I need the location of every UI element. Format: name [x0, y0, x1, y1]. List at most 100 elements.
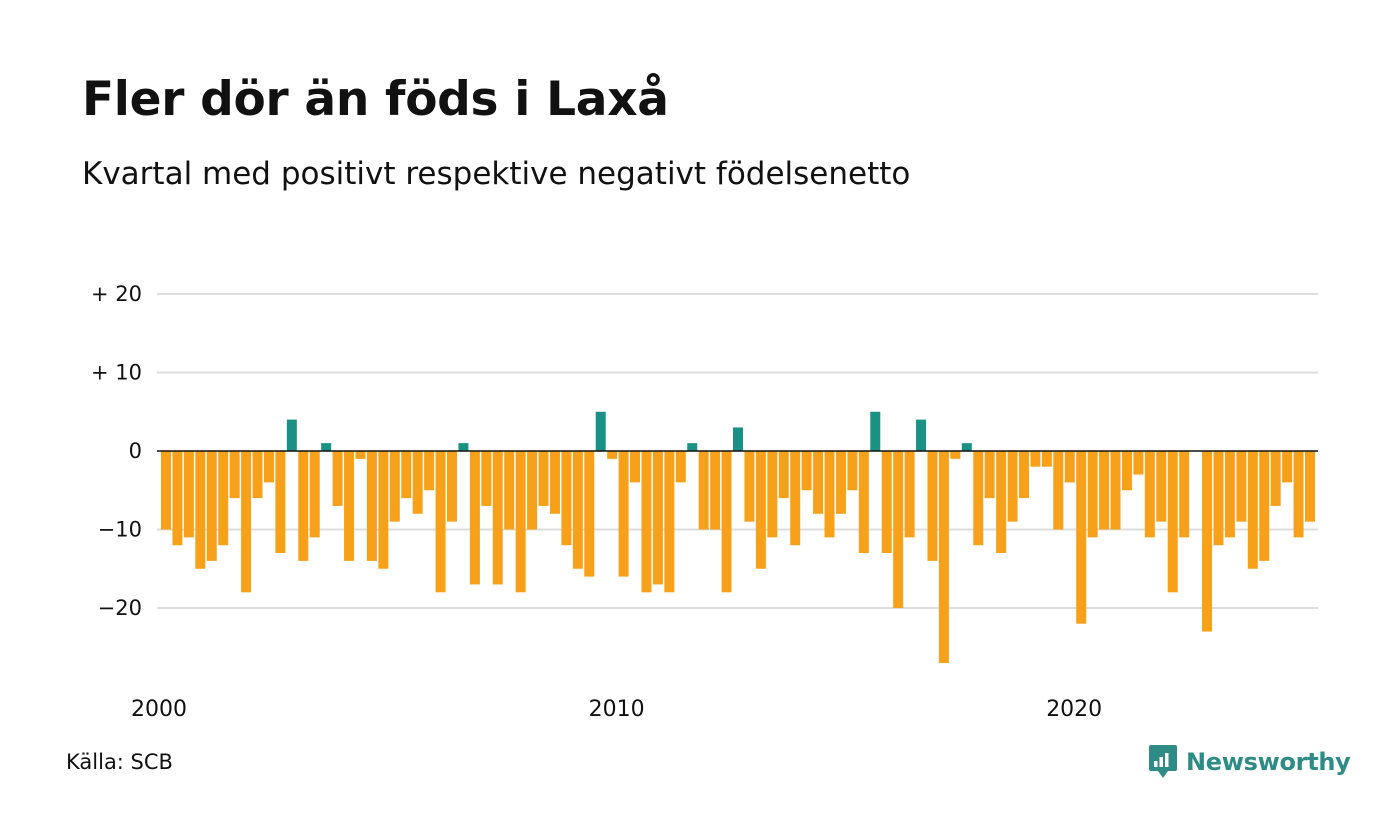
- bar-negative: [1282, 451, 1293, 483]
- source-note: Källa: SCB: [66, 750, 173, 774]
- bar-positive: [321, 443, 332, 451]
- bar-negative: [927, 451, 938, 561]
- bar-negative: [767, 451, 778, 538]
- bar-negative: [984, 451, 995, 499]
- bar-negative: [1121, 451, 1132, 491]
- bar-positive: [870, 411, 881, 451]
- bar-negative: [996, 451, 1007, 554]
- chart-title: Fler dör än föds i Laxå: [82, 72, 669, 127]
- bar-negative: [161, 451, 171, 530]
- bar-negative: [332, 451, 343, 506]
- bar-negative: [1293, 451, 1304, 538]
- x-tick-label: 2000: [131, 697, 187, 722]
- bar-negative: [1007, 451, 1018, 522]
- bar-positive: [733, 427, 743, 451]
- bar-negative: [561, 451, 572, 546]
- bar-negative: [641, 451, 652, 593]
- bar-negative: [1053, 451, 1064, 530]
- bar-negative: [241, 451, 252, 593]
- bar-negative: [835, 451, 846, 514]
- bar-negative: [309, 451, 320, 538]
- bar-negative: [435, 451, 446, 593]
- bar-negative: [1110, 451, 1121, 530]
- bar-negative: [572, 451, 583, 569]
- bar-negative: [1144, 451, 1155, 538]
- bar-negative: [607, 451, 618, 459]
- bar-negative: [412, 451, 423, 514]
- bar-negative: [355, 451, 366, 459]
- bar-positive: [595, 411, 606, 451]
- bar-negative: [183, 451, 194, 538]
- bar-negative: [1041, 451, 1052, 467]
- bar-negative: [275, 451, 286, 554]
- bar-negative: [698, 451, 709, 530]
- bar-negative: [813, 451, 824, 514]
- bar-negative: [904, 451, 915, 538]
- chart-subtitle: Kvartal med positivt respektive negativt…: [82, 156, 911, 192]
- y-tick-label: + 10: [91, 361, 142, 385]
- bar-negative: [1259, 451, 1270, 561]
- bar-positive: [458, 443, 469, 451]
- bar-negative: [778, 451, 789, 499]
- logo-text: Newsworthy: [1186, 748, 1351, 776]
- bar-negative: [401, 451, 412, 499]
- bar-negative: [847, 451, 858, 491]
- bar-negative: [721, 451, 732, 593]
- bar-negative: [344, 451, 355, 561]
- bars: [161, 411, 1315, 663]
- bar-negative: [1030, 451, 1041, 467]
- x-tick-label: 2020: [1046, 697, 1102, 722]
- bar-negative: [424, 451, 435, 491]
- bar-negative: [389, 451, 400, 522]
- bar-negative: [492, 451, 503, 585]
- bar-negative: [515, 451, 526, 593]
- bar-negative: [252, 451, 263, 499]
- x-tick-label: 2010: [589, 697, 645, 722]
- x-axis: 2000 2010 2020: [131, 697, 1102, 722]
- bar-negative: [229, 451, 240, 499]
- bar-positive: [286, 419, 297, 451]
- bar-negative: [881, 451, 892, 554]
- bar-negative: [893, 451, 904, 608]
- bar-negative: [1064, 451, 1075, 483]
- bar-negative: [630, 451, 641, 483]
- bar-positive: [961, 443, 972, 451]
- bar-negative: [1087, 451, 1098, 538]
- bar-negative: [195, 451, 206, 569]
- bar-negative: [378, 451, 389, 569]
- bar-negative: [527, 451, 538, 530]
- bar-negative: [1213, 451, 1224, 546]
- bar-negative: [858, 451, 869, 554]
- bar-negative: [1019, 451, 1029, 499]
- bar-positive: [687, 443, 698, 451]
- bar-negative: [790, 451, 801, 546]
- bar-negative: [549, 451, 560, 514]
- bar-negative: [824, 451, 835, 538]
- bar-negative: [744, 451, 755, 522]
- y-tick-label: 0: [129, 439, 142, 463]
- bar-negative: [755, 451, 766, 569]
- y-tick-label: + 20: [91, 282, 142, 306]
- bar-negative: [538, 451, 549, 506]
- bar-negative: [1133, 451, 1144, 475]
- bar-negative: [206, 451, 217, 561]
- bar-negative: [950, 451, 961, 459]
- bar-negative: [366, 451, 377, 561]
- bar-negative: [675, 451, 686, 483]
- bar-negative: [618, 451, 629, 577]
- bar-negative: [801, 451, 812, 491]
- bar-negative: [973, 451, 984, 546]
- bar-negative: [584, 451, 595, 577]
- bar-negative: [1202, 451, 1213, 632]
- newsworthy-logo: Newsworthy: [1148, 744, 1351, 780]
- bar-negative: [652, 451, 663, 585]
- bar-negative: [1076, 451, 1087, 624]
- bar-negative: [710, 451, 721, 530]
- bar-negative: [481, 451, 492, 506]
- bar-negative: [298, 451, 309, 561]
- bar-negative: [172, 451, 183, 546]
- bar-negative: [664, 451, 675, 593]
- bar-negative: [1167, 451, 1178, 593]
- y-tick-label: −10: [98, 518, 142, 542]
- bar-negative: [1179, 451, 1190, 538]
